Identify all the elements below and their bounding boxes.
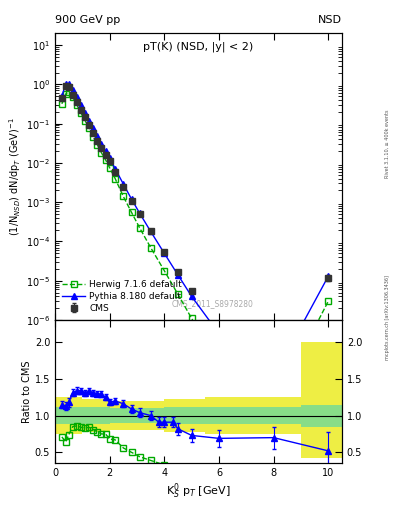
Herwig 7.1.6 default — [103, 157, 108, 163]
Pythia 8.180 default — [271, 374, 276, 380]
X-axis label: K$^0_S$ p$_T$ [GeV]: K$^0_S$ p$_T$ [GeV] — [166, 481, 231, 501]
Herwig 7.1.6 default — [83, 117, 87, 123]
Line: Herwig 7.1.6 default: Herwig 7.1.6 default — [59, 90, 331, 410]
Pythia 8.180 default — [79, 102, 83, 108]
Pythia 8.180 default — [87, 117, 92, 123]
Pythia 8.180 default — [326, 273, 331, 280]
Pythia 8.180 default — [75, 94, 79, 100]
Pythia 8.180 default — [189, 293, 194, 300]
Pythia 8.180 default — [95, 133, 100, 139]
Pythia 8.180 default — [64, 81, 68, 87]
Herwig 7.1.6 default — [176, 291, 180, 297]
Herwig 7.1.6 default — [107, 165, 112, 171]
Pythia 8.180 default — [138, 210, 142, 217]
Pythia 8.180 default — [70, 87, 75, 93]
Pythia 8.180 default — [176, 272, 180, 278]
Pythia 8.180 default — [91, 125, 95, 132]
Text: mcplots.cern.ch [arXiv:1306.3436]: mcplots.cern.ch [arXiv:1306.3436] — [385, 275, 390, 360]
Herwig 7.1.6 default — [217, 362, 221, 369]
Herwig 7.1.6 default — [59, 101, 64, 107]
Herwig 7.1.6 default — [189, 315, 194, 322]
Pythia 8.180 default — [113, 165, 118, 172]
Text: NSD: NSD — [318, 14, 342, 25]
Herwig 7.1.6 default — [129, 209, 134, 216]
Pythia 8.180 default — [99, 141, 104, 147]
Herwig 7.1.6 default — [99, 150, 104, 156]
Herwig 7.1.6 default — [95, 142, 100, 148]
Pythia 8.180 default — [59, 93, 64, 99]
Herwig 7.1.6 default — [138, 225, 142, 231]
Y-axis label: Ratio to CMS: Ratio to CMS — [22, 360, 32, 423]
Text: CMS_2011_S8978280: CMS_2011_S8978280 — [172, 300, 254, 309]
Herwig 7.1.6 default — [66, 89, 71, 95]
Pythia 8.180 default — [66, 81, 71, 88]
Legend: Herwig 7.1.6 default, Pythia 8.180 default, CMS: Herwig 7.1.6 default, Pythia 8.180 defau… — [59, 278, 185, 315]
Pythia 8.180 default — [83, 110, 87, 116]
Pythia 8.180 default — [162, 250, 167, 257]
Herwig 7.1.6 default — [70, 94, 75, 100]
Herwig 7.1.6 default — [91, 134, 95, 140]
Herwig 7.1.6 default — [162, 268, 167, 274]
Y-axis label: (1/N$_{NSD}$) dN/dp$_T$ (GeV)$^{-1}$: (1/N$_{NSD}$) dN/dp$_T$ (GeV)$^{-1}$ — [7, 117, 23, 236]
Pythia 8.180 default — [148, 228, 153, 234]
Pythia 8.180 default — [129, 196, 134, 202]
Line: Pythia 8.180 default: Pythia 8.180 default — [59, 81, 331, 380]
Text: pT(K) (NSD, |y| < 2): pT(K) (NSD, |y| < 2) — [143, 42, 253, 52]
Pythia 8.180 default — [217, 331, 221, 337]
Herwig 7.1.6 default — [271, 404, 276, 410]
Text: 900 GeV pp: 900 GeV pp — [55, 14, 120, 25]
Text: Rivet 3.1.10, ≥ 400k events: Rivet 3.1.10, ≥ 400k events — [385, 109, 390, 178]
Pythia 8.180 default — [107, 155, 112, 161]
Herwig 7.1.6 default — [113, 176, 118, 182]
Herwig 7.1.6 default — [326, 298, 331, 304]
Herwig 7.1.6 default — [79, 110, 83, 116]
Herwig 7.1.6 default — [121, 194, 126, 200]
Herwig 7.1.6 default — [75, 102, 79, 108]
Pythia 8.180 default — [121, 181, 126, 187]
Herwig 7.1.6 default — [64, 91, 68, 97]
Pythia 8.180 default — [103, 148, 108, 154]
Herwig 7.1.6 default — [87, 125, 92, 132]
Herwig 7.1.6 default — [148, 244, 153, 250]
